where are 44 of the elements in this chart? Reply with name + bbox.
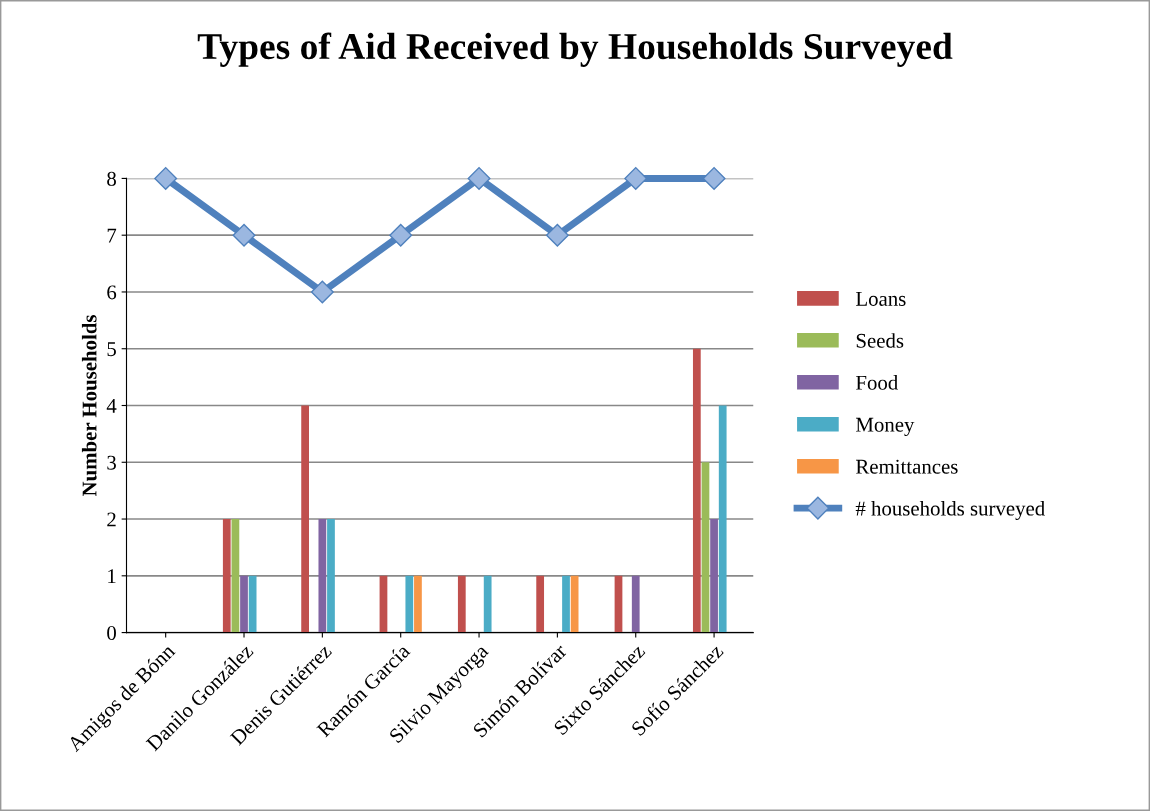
point [467,166,491,190]
point [310,280,334,304]
bar [231,519,240,633]
bar [631,575,640,633]
legend-label: Food [856,375,898,390]
point [232,223,256,247]
legend-label: Loans [856,292,906,306]
bar [248,575,257,633]
bar [301,405,309,633]
bar [222,519,231,633]
bar [692,348,701,633]
bar [536,575,545,633]
legend-label: Money [856,417,915,436]
bar [718,405,727,633]
bar [405,575,414,633]
point [545,223,569,247]
bar [570,575,579,633]
y-tick-label: 1 [108,569,116,584]
y-tick-label: 5 [107,342,116,357]
chart-title: Types of Aid Received by Households Surveyed [197,32,953,67]
bar [414,575,422,633]
y-tick-label: 6 [107,285,117,300]
bar [240,575,248,633]
bar [457,575,466,633]
y-tick-label: 8 [107,171,116,186]
y-axis-title: Number Households [81,315,97,497]
bar [562,575,570,633]
y-tick-label: 0 [107,625,116,641]
y-tick-label: 3 [107,455,116,470]
bar [318,519,327,633]
bar [710,519,718,633]
y-tick-label: 4 [106,399,117,413]
legend-label: Seeds [856,333,904,348]
point [624,166,648,190]
point [389,223,413,247]
point [154,166,178,190]
y-tick-label: 2 [107,512,116,527]
bar [483,575,492,633]
y-tick-label: 7 [107,228,117,243]
point [702,166,726,190]
legend-label: # households surveyed [855,500,1045,520]
bar [327,519,335,633]
legend-label: Remittances [856,459,958,474]
bar [701,462,710,633]
